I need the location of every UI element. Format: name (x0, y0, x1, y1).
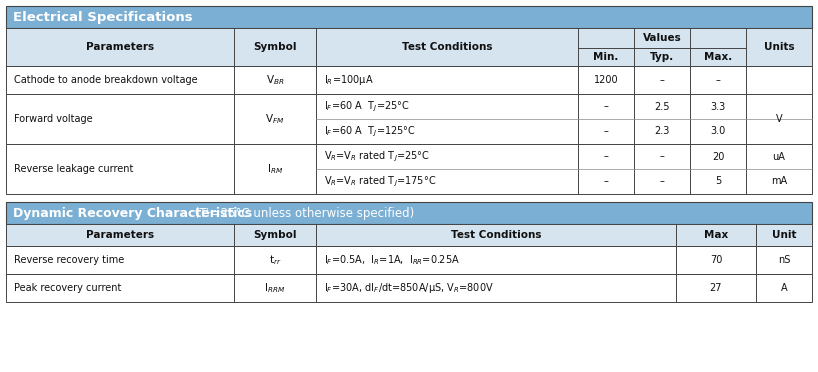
Text: –: – (716, 75, 721, 85)
Text: –: – (659, 176, 664, 186)
Text: Max: Max (703, 230, 728, 240)
Text: –: – (604, 126, 609, 137)
Text: Unit: Unit (771, 230, 796, 240)
Text: Test Conditions: Test Conditions (402, 42, 492, 52)
Text: nS: nS (778, 255, 790, 265)
Text: (Tᴸ=25°C unless otherwise specified): (Tᴸ=25°C unless otherwise specified) (191, 206, 414, 219)
Text: Cathode to anode breakdown voltage: Cathode to anode breakdown voltage (14, 75, 198, 85)
Text: A: A (780, 283, 787, 293)
Text: 2.5: 2.5 (654, 102, 670, 112)
Text: 3.0: 3.0 (710, 126, 726, 137)
Text: Typ.: Typ. (649, 52, 674, 62)
Bar (6, 28, 812, 66)
Text: –: – (604, 176, 609, 186)
Text: I$_F$=60 A  T$_J$=25°C: I$_F$=60 A T$_J$=25°C (324, 99, 410, 114)
Text: Dynamic Recovery Characteristics: Dynamic Recovery Characteristics (13, 206, 252, 219)
Text: I$_F$=30A, dI$_F$/dt=850A/μS, V$_R$=800V: I$_F$=30A, dI$_F$/dt=850A/μS, V$_R$=800V (324, 281, 494, 295)
Text: t$_{rr}$: t$_{rr}$ (269, 253, 281, 267)
Bar (6, 66, 812, 94)
Text: Electrical Specifications: Electrical Specifications (13, 10, 192, 23)
Text: Parameters: Parameters (86, 230, 154, 240)
Text: 27: 27 (710, 283, 722, 293)
Text: V$_{BR}$: V$_{BR}$ (266, 73, 285, 87)
Text: 5: 5 (715, 176, 721, 186)
Text: –: – (659, 151, 664, 161)
Text: I$_F$=60 A  T$_J$=125°C: I$_F$=60 A T$_J$=125°C (324, 124, 416, 139)
Text: Forward voltage: Forward voltage (14, 114, 92, 124)
Text: Max.: Max. (703, 52, 732, 62)
Text: I$_R$=100μA: I$_R$=100μA (324, 73, 374, 87)
Text: V$_R$=V$_R$ rated T$_J$=25°C: V$_R$=V$_R$ rated T$_J$=25°C (324, 149, 430, 164)
Text: V: V (775, 114, 782, 124)
Text: V$_R$=V$_R$ rated T$_J$=175°C: V$_R$=V$_R$ rated T$_J$=175°C (324, 174, 436, 189)
Text: Units: Units (764, 42, 794, 52)
Text: Test Conditions: Test Conditions (451, 230, 542, 240)
Text: Reverse recovery time: Reverse recovery time (14, 255, 124, 265)
Bar (6, 6, 812, 28)
Text: I$_{RRM}$: I$_{RRM}$ (264, 281, 285, 295)
Bar (6, 202, 812, 224)
Text: 20: 20 (712, 151, 724, 161)
Text: Parameters: Parameters (86, 42, 154, 52)
Text: I$_F$=0.5A,  I$_R$=1A,  I$_{RR}$=0.25A: I$_F$=0.5A, I$_R$=1A, I$_{RR}$=0.25A (324, 253, 460, 267)
Bar (6, 144, 812, 194)
Text: 70: 70 (710, 255, 722, 265)
Text: Peak recovery current: Peak recovery current (14, 283, 121, 293)
Bar (6, 94, 812, 144)
Text: Symbol: Symbol (254, 230, 297, 240)
Text: Values: Values (643, 33, 681, 43)
Text: Min.: Min. (593, 52, 618, 62)
Text: –: – (604, 151, 609, 161)
Bar (6, 224, 812, 246)
Text: 2.3: 2.3 (654, 126, 670, 137)
Bar (6, 246, 812, 274)
Text: –: – (659, 75, 664, 85)
Text: –: – (604, 102, 609, 112)
Text: I$_{RM}$: I$_{RM}$ (267, 162, 283, 176)
Text: V$_{FM}$: V$_{FM}$ (265, 112, 285, 126)
Text: 3.3: 3.3 (710, 102, 726, 112)
Text: mA: mA (771, 176, 787, 186)
Text: uA: uA (772, 151, 785, 161)
Text: Reverse leakage current: Reverse leakage current (14, 164, 133, 174)
Bar (6, 274, 812, 302)
Text: 1200: 1200 (594, 75, 618, 85)
Text: Symbol: Symbol (254, 42, 297, 52)
